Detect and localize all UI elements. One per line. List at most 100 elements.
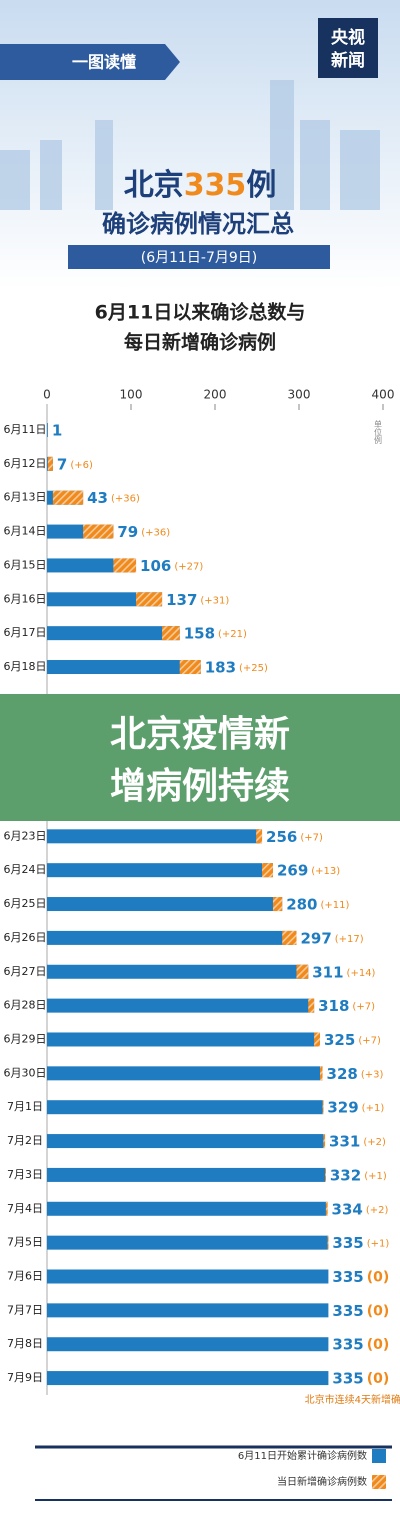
chart-title: 6月11日以来确诊总数与 [95, 301, 306, 324]
legend-swatch [372, 1475, 386, 1489]
bar-new [325, 1201, 328, 1216]
total-label: 335 [332, 1302, 363, 1320]
total-label: 325 [324, 1031, 355, 1049]
bar-new [52, 490, 84, 505]
total-label: 256 [266, 828, 297, 846]
total-label: 137 [166, 591, 197, 609]
x-tick-label: 100 [120, 388, 143, 402]
x-tick-label: 200 [204, 388, 227, 402]
new-label: (+2) [366, 1205, 389, 1216]
legend-label: 6月11日开始累计确诊病例数 [238, 1449, 367, 1462]
y-tick-label: 7月9日 [7, 1371, 43, 1384]
total-label: 335 [332, 1268, 363, 1286]
new-label: (+1) [364, 1171, 387, 1182]
logo-text: 新闻 [331, 50, 365, 71]
y-tick-label: 7月6日 [7, 1270, 43, 1283]
y-tick-label: 6月28日 [4, 999, 47, 1012]
total-label: 331 [329, 1133, 360, 1151]
new-label: (+17) [335, 934, 364, 945]
bar-total [47, 897, 283, 912]
skyline [0, 80, 380, 210]
y-tick-label: 7月8日 [7, 1337, 43, 1350]
unit-label: 单位例 [374, 419, 383, 445]
bar-new [296, 964, 309, 979]
logo [318, 18, 378, 78]
new-label: (+14) [347, 968, 376, 979]
new-label: (+36) [111, 494, 140, 505]
total-label: 280 [286, 896, 317, 914]
total-label: 7 [57, 455, 67, 473]
bar-new [136, 592, 163, 607]
y-tick-label: 6月26日 [4, 931, 47, 944]
bar-total [47, 660, 201, 675]
bar-new [282, 930, 297, 945]
bar-total [47, 1303, 329, 1318]
bar-total [47, 998, 315, 1013]
y-tick-label: 6月29日 [4, 1032, 47, 1045]
bar-total [47, 1066, 323, 1081]
subtitle: 确诊病例情况汇总 [102, 210, 294, 238]
chart-title: 每日新增确诊病例 [124, 331, 276, 354]
new-label: (+25) [239, 663, 268, 674]
x-tick-label: 300 [288, 388, 311, 402]
y-tick-label: 6月25日 [4, 897, 47, 910]
total-label: 1 [52, 422, 62, 440]
bar-new [322, 1100, 324, 1115]
total-label: 328 [327, 1065, 358, 1083]
annotation: 北京市连续4天新增确诊病例为0 [305, 1393, 400, 1406]
y-tick-label: 6月27日 [4, 965, 47, 978]
total-label: 183 [205, 659, 236, 677]
bar-new [320, 1066, 323, 1081]
new-label: (+27) [174, 561, 203, 572]
bar-new [179, 660, 201, 675]
new-label: (+6) [70, 460, 93, 471]
bar-total [47, 1032, 320, 1047]
new-label: (+3) [361, 1069, 384, 1080]
bar-total [47, 1337, 329, 1352]
overlay [0, 694, 400, 821]
new-label: (+31) [200, 595, 229, 606]
title-part: 北京 [124, 168, 184, 203]
bar-total [47, 1201, 328, 1216]
bar-new [323, 1134, 326, 1149]
y-tick-label: 7月3日 [7, 1168, 43, 1181]
bar-total [47, 1134, 326, 1149]
y-tick-label: 6月23日 [4, 829, 47, 842]
period-box [68, 245, 330, 269]
total-label: 311 [312, 963, 343, 981]
bar-total [47, 1100, 324, 1115]
new-label: (+7) [300, 832, 323, 843]
total-label: 332 [330, 1166, 361, 1184]
new-label: (0) [367, 1270, 390, 1286]
banner-text: 一图读懂 [72, 53, 136, 72]
bar-total [47, 1269, 329, 1284]
y-tick-label: 7月5日 [7, 1236, 43, 1249]
y-tick-label: 7月7日 [7, 1303, 43, 1316]
legend-swatch [372, 1449, 386, 1463]
x-tick-label: 0 [43, 388, 51, 402]
new-label: (0) [367, 1371, 390, 1387]
bar-total [47, 964, 309, 979]
total-label: 335 [332, 1336, 363, 1354]
y-tick-label: 6月24日 [4, 863, 47, 876]
new-label: (+7) [352, 1002, 375, 1013]
bar-total [47, 1167, 326, 1182]
y-tick-label: 6月16日 [4, 592, 47, 605]
overlay-text: 北京疫情新 [110, 713, 290, 755]
total-label: 79 [117, 523, 138, 541]
y-tick-label: 7月2日 [7, 1134, 43, 1147]
bar-new [256, 829, 263, 844]
title-number: 335 [184, 168, 247, 203]
new-label: (+21) [218, 629, 247, 640]
total-label: 297 [300, 929, 331, 947]
bar-new [327, 1235, 329, 1250]
total-label: 318 [318, 997, 349, 1015]
bar-new [47, 456, 53, 471]
y-tick-label: 6月11日 [4, 423, 47, 436]
bar-total [47, 626, 180, 641]
new-label: (+7) [358, 1035, 381, 1046]
bar-total [47, 1235, 329, 1250]
bar-new [308, 998, 315, 1013]
